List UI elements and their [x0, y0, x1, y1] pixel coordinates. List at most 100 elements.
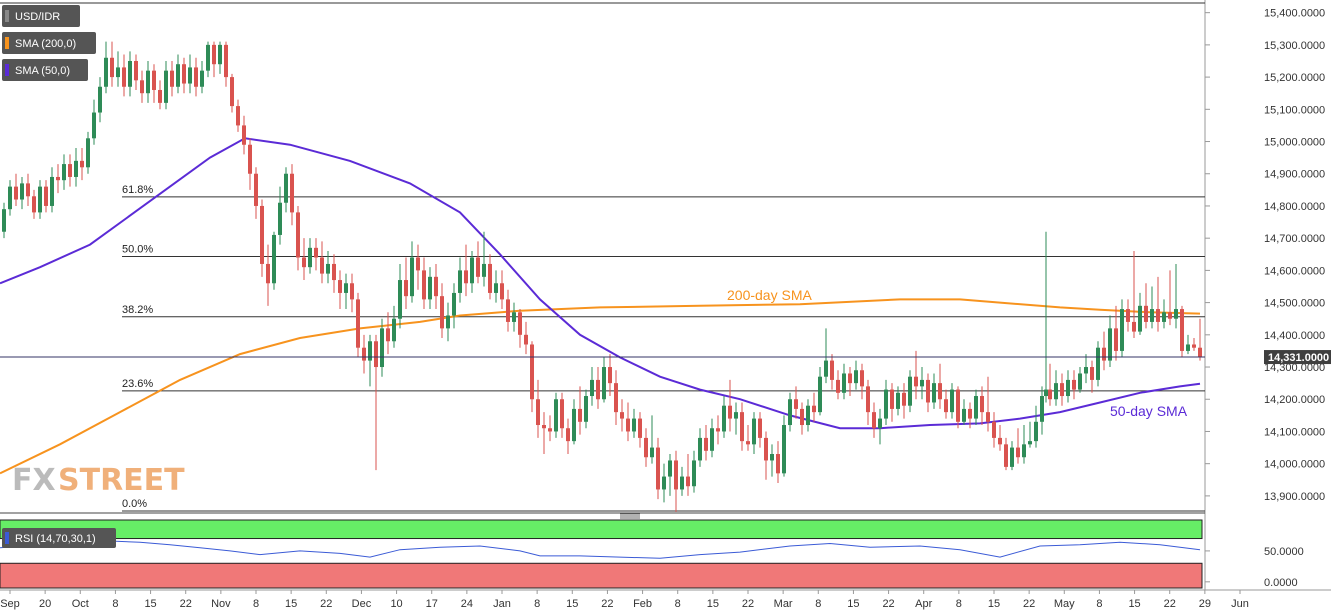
- fib-label: 38.2%: [122, 304, 153, 316]
- candle-body: [710, 428, 714, 451]
- candle-body: [632, 418, 636, 432]
- candle-body: [1186, 344, 1190, 351]
- candle: [776, 441, 780, 484]
- candle-body: [590, 379, 594, 397]
- candle: [998, 425, 1002, 451]
- candle-body: [158, 89, 162, 103]
- candle-body: [506, 299, 510, 322]
- candle: [506, 289, 510, 332]
- candle-body: [926, 379, 930, 403]
- candle-body: [1028, 441, 1032, 445]
- candle-body: [1180, 309, 1184, 351]
- candle: [944, 389, 948, 419]
- candle: [146, 60, 150, 103]
- candle-body: [152, 70, 156, 90]
- candle: [1120, 299, 1124, 358]
- x-tick-label: 8: [675, 598, 681, 610]
- candle: [992, 412, 996, 448]
- candle: [764, 431, 768, 480]
- candle-body: [254, 173, 258, 206]
- candle-body: [1108, 328, 1112, 361]
- candle: [380, 318, 384, 377]
- candle: [1114, 305, 1118, 361]
- candle: [806, 399, 810, 432]
- candle-body: [302, 257, 306, 268]
- x-tick-label: 22: [1164, 598, 1176, 610]
- candle: [914, 350, 918, 400]
- candle: [266, 244, 270, 306]
- candle: [770, 444, 774, 477]
- candle: [1084, 354, 1088, 384]
- candle-body: [974, 396, 978, 419]
- candle: [830, 354, 834, 390]
- candle: [38, 180, 42, 219]
- candle-body: [68, 164, 72, 177]
- candle: [782, 415, 786, 477]
- pane-resize-handle[interactable]: [620, 513, 640, 519]
- x-tick-label: 17: [426, 598, 438, 610]
- candle-body: [1004, 444, 1008, 467]
- candle-body: [248, 144, 252, 174]
- candle-body: [992, 421, 996, 438]
- candle: [272, 231, 276, 290]
- candle: [368, 334, 372, 387]
- candle-body: [638, 418, 642, 438]
- legend-item-sma200[interactable]: SMA (200,0): [2, 32, 96, 54]
- candle-body: [698, 437, 702, 461]
- x-tick-label: May: [1054, 598, 1075, 610]
- candle-body: [644, 437, 648, 458]
- candle-body: [440, 296, 444, 329]
- candle-body: [182, 64, 186, 84]
- candle-body: [1084, 367, 1088, 374]
- candle: [1132, 251, 1136, 339]
- candle: [158, 80, 162, 110]
- candle: [110, 41, 114, 87]
- candle-body: [584, 396, 588, 422]
- candle-body: [878, 418, 882, 429]
- candle: [1156, 276, 1160, 332]
- legend-item-rsi[interactable]: RSI (14,70,30,1): [2, 528, 116, 548]
- candle-body: [782, 425, 786, 474]
- candle: [56, 164, 60, 194]
- candle: [494, 270, 498, 303]
- legend-item-sma50[interactable]: SMA (50,0): [2, 59, 88, 81]
- candle: [1048, 363, 1052, 406]
- candle: [1150, 286, 1154, 329]
- x-tick-label: 22: [1023, 598, 1035, 610]
- candle: [638, 412, 642, 448]
- candle: [1054, 370, 1058, 406]
- candle-body: [902, 392, 906, 406]
- y-tick-label: 15,000.0000: [1264, 137, 1325, 149]
- candle-body: [938, 383, 942, 400]
- candle: [1144, 283, 1148, 329]
- candle: [86, 131, 90, 174]
- y-tick-label: 14,100.0000: [1264, 426, 1325, 438]
- candle-body: [650, 447, 654, 458]
- candle: [92, 99, 96, 145]
- y-tick-label: 15,400.0000: [1264, 8, 1325, 20]
- candle-body: [1044, 389, 1048, 397]
- candle: [458, 257, 462, 303]
- candle: [1016, 428, 1020, 464]
- candle: [80, 147, 84, 181]
- x-tick-label: 15: [988, 598, 1000, 610]
- fib-label: 50.0%: [122, 244, 153, 256]
- candle-body: [8, 186, 12, 210]
- candle-body: [272, 234, 276, 284]
- candle: [134, 54, 138, 90]
- candle-body: [758, 418, 762, 438]
- candle-body: [788, 399, 792, 426]
- candle: [512, 302, 516, 332]
- x-tick-label: Jan: [493, 598, 511, 610]
- candle-body: [566, 428, 570, 442]
- candle: [26, 173, 30, 206]
- candle: [284, 167, 288, 213]
- candle-body: [1102, 347, 1106, 361]
- x-tick-label: 20: [39, 598, 51, 610]
- candle: [152, 64, 156, 103]
- candle: [884, 379, 888, 426]
- candle: [440, 283, 444, 339]
- legend-item-usd-idr[interactable]: USD/IDR: [2, 5, 80, 27]
- candle-body: [176, 64, 180, 87]
- candle: [1040, 386, 1044, 435]
